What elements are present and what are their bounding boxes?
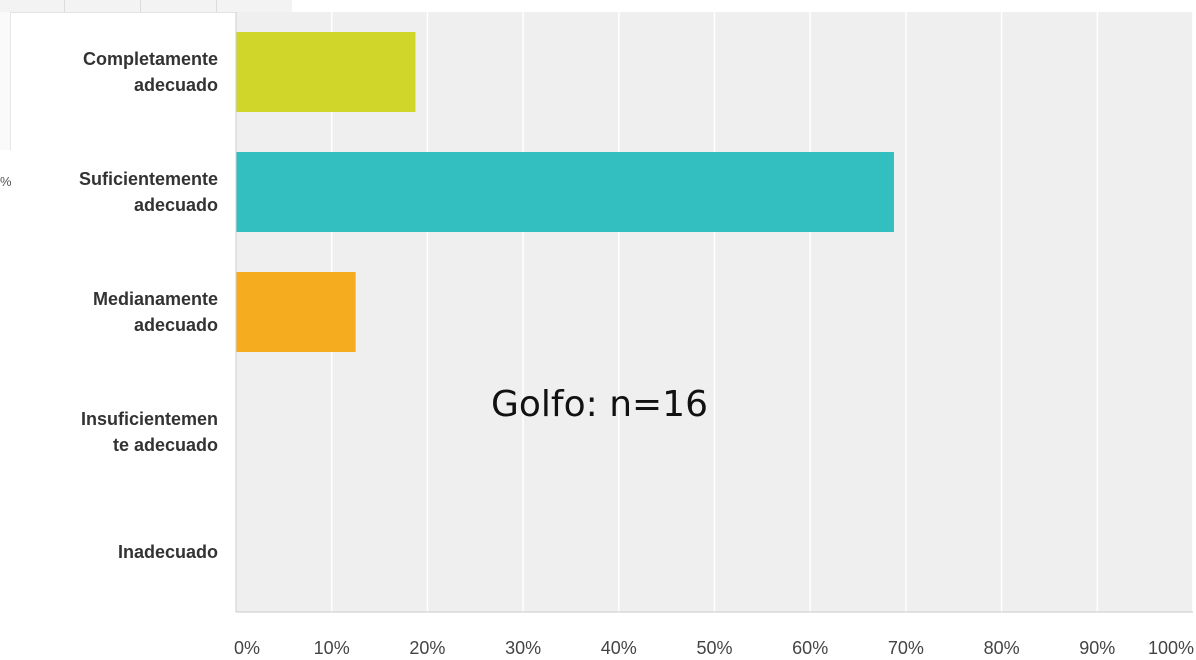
- x-tick-label: 100%: [1148, 638, 1194, 658]
- x-tick-labels: 0% 10% 20% 30% 40% 50% 60% 70% 80% 90% 100%: [234, 638, 1194, 658]
- table-fragment-divider: [216, 0, 217, 12]
- x-tick-label: 30%: [505, 638, 541, 658]
- x-tick-label: 60%: [792, 638, 828, 658]
- x-tick-label: 20%: [409, 638, 445, 658]
- bar: [236, 32, 416, 112]
- table-fragment-divider: [140, 0, 141, 12]
- category-label: Insuficientemen te adecuado: [81, 409, 218, 455]
- category-label: Completamente adecuado: [83, 49, 218, 95]
- chart-annotation: Golfo: n=16: [491, 384, 708, 425]
- table-fragment: [0, 0, 292, 13]
- table-fragment-side: [0, 12, 11, 150]
- axes: [235, 12, 1193, 613]
- x-tick-label: 10%: [314, 638, 350, 658]
- bar: [236, 152, 894, 232]
- bars: [236, 32, 894, 352]
- x-tick-label: 80%: [984, 638, 1020, 658]
- x-tick-label: 0%: [234, 638, 260, 658]
- category-label: Suficientemente adecuado: [79, 169, 218, 215]
- gridlines: [330, 12, 1194, 612]
- category-label: Inadecuado: [118, 542, 218, 562]
- edge-fragment-text: %: [0, 174, 12, 189]
- category-labels: Completamente adecuado Suficientemente adec…: [79, 49, 218, 562]
- x-tick-label: 70%: [888, 638, 924, 658]
- bar: [236, 272, 356, 352]
- x-tick-label: 40%: [601, 638, 637, 658]
- x-tick-label: 50%: [696, 638, 732, 658]
- x-tick-label: 90%: [1079, 638, 1115, 658]
- category-label: Medianamente adecuado: [93, 289, 218, 335]
- table-fragment-divider: [64, 0, 65, 12]
